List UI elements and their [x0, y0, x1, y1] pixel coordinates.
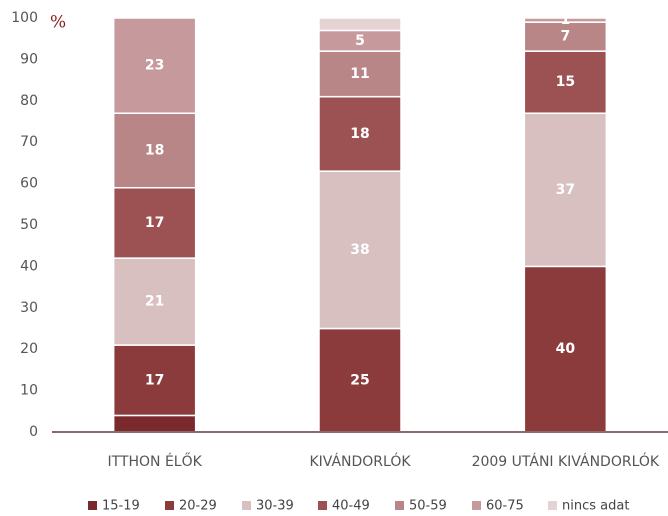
data-label: 17 — [145, 372, 164, 388]
data-label: 5 — [355, 33, 365, 49]
bar-segment — [318, 17, 402, 32]
data-label: 7 — [560, 29, 570, 45]
y-tick-label: 100 — [11, 10, 38, 26]
data-label: 25 — [350, 372, 369, 388]
legend-label: 50-59 — [409, 499, 447, 514]
y-tick-label: 0 — [29, 424, 38, 440]
bar-segment — [112, 344, 197, 417]
legend-swatch — [88, 501, 97, 510]
data-label: 1 — [560, 12, 570, 28]
legend-swatch — [318, 501, 327, 510]
y-tick-label: 20 — [20, 341, 38, 357]
y-tick-label: 70 — [20, 134, 38, 150]
data-label: 18 — [145, 142, 164, 158]
y-unit: % — [50, 13, 66, 33]
legend-label: 15-19 — [102, 499, 140, 514]
legend-swatch — [395, 501, 404, 510]
bar-segment — [523, 50, 608, 114]
legend-swatch — [165, 501, 174, 510]
bar-segment — [523, 17, 608, 23]
legend-swatch — [242, 501, 251, 510]
bar-segment — [318, 170, 402, 330]
legend-label: 30-39 — [256, 499, 294, 514]
legend-swatch — [472, 501, 481, 510]
y-tick-label: 80 — [20, 93, 38, 109]
x-tick-label: KIVÁNDORLÓK — [309, 452, 411, 470]
bar-segment — [318, 95, 402, 172]
y-tick-label: 30 — [20, 300, 38, 316]
y-tick-label: 10 — [20, 383, 38, 399]
data-label: 38 — [350, 242, 369, 258]
x-tick-label: ITTHON ÉLŐK — [108, 452, 203, 470]
bar-segment — [523, 112, 608, 268]
legend-label: 40-49 — [332, 499, 370, 514]
y-tick-label: 60 — [20, 176, 38, 192]
bar-segment — [523, 21, 608, 52]
data-label: 17 — [145, 215, 164, 231]
data-label: 21 — [145, 294, 164, 310]
data-label: 18 — [350, 126, 369, 142]
bar-segment — [318, 327, 402, 433]
legend-label: 60-75 — [486, 499, 524, 514]
bar-segment — [318, 50, 402, 98]
data-label: 15 — [556, 74, 575, 90]
data-label: 23 — [145, 58, 164, 74]
x-tick-label: 2009 UTÁNI KIVÁNDORLÓK — [472, 452, 660, 470]
y-tick-label: 40 — [20, 258, 38, 274]
legend-swatch — [548, 501, 557, 510]
data-label: 37 — [556, 182, 575, 198]
data-label: 11 — [350, 66, 369, 82]
bar-segment — [112, 17, 197, 114]
bar-segment — [112, 414, 197, 433]
y-tick-label: 90 — [20, 51, 38, 67]
legend-label: 20-29 — [179, 499, 217, 514]
y-tick-label: 50 — [20, 217, 38, 233]
bar-segment — [112, 112, 197, 189]
data-label: 40 — [556, 341, 576, 357]
legend-label: nincs adat — [562, 499, 629, 514]
bar-segment — [112, 257, 197, 346]
